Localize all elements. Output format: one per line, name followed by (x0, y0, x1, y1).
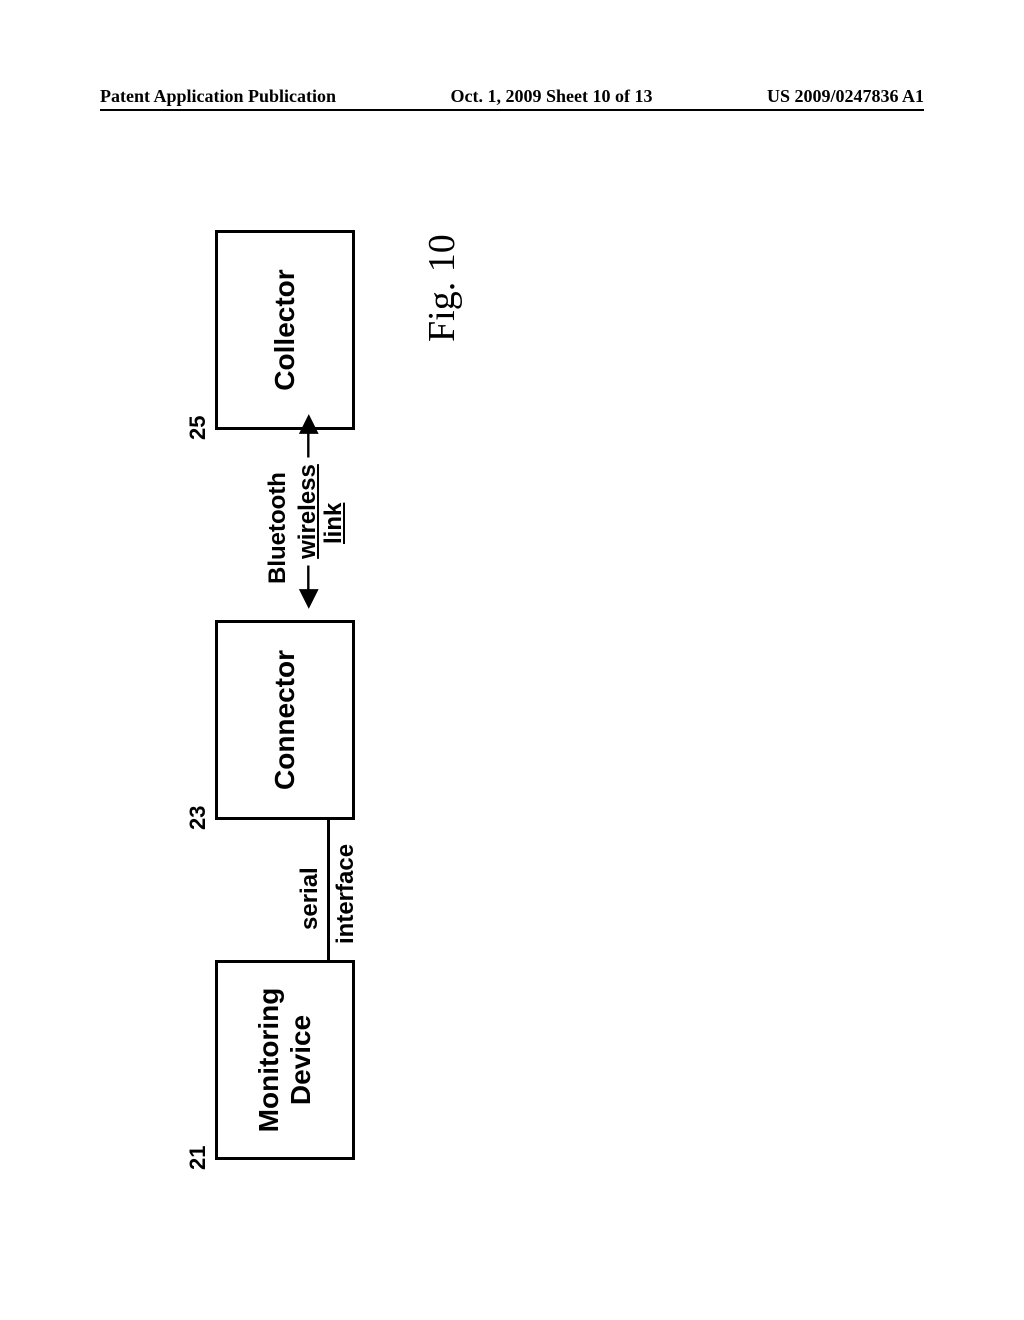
label-link: link (321, 503, 347, 544)
wireless-dash-left: — (294, 566, 321, 590)
wireless-dash-right: — (294, 433, 321, 457)
link-serial-interface (327, 820, 330, 960)
page-header: Patent Application Publication Oct. 1, 2… (100, 86, 924, 111)
label-wireless: wireless (294, 464, 321, 559)
header-middle: Oct. 1, 2009 Sheet 10 of 13 (451, 86, 653, 107)
wireless-arrow-row: ◀— wireless —▶ (293, 415, 322, 608)
ref-25: 25 (185, 416, 211, 440)
ref-21: 21 (185, 1146, 211, 1170)
ref-23: 23 (185, 806, 211, 830)
block-connector: Connector (215, 620, 355, 820)
label-interface: interface (333, 844, 359, 944)
header-right: US 2009/0247836 A1 (767, 86, 924, 107)
label-bluetooth: Bluetooth (265, 472, 291, 584)
diagram: 21 Monitoring Device serial interface 23… (175, 220, 395, 1160)
arrow-left-icon: ◀ (294, 590, 321, 608)
block-monitoring-device: Monitoring Device (215, 960, 355, 1160)
label-serial: serial (297, 867, 323, 930)
figure-title: Fig. 10 (420, 234, 464, 342)
header-left: Patent Application Publication (100, 86, 336, 107)
block-collector: Collector (215, 230, 355, 430)
